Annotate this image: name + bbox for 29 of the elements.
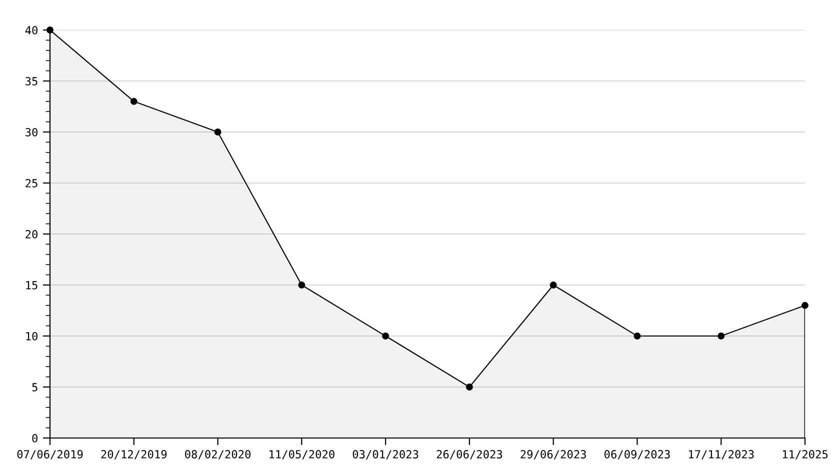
- x-tick-label: 17/11/2023: [689, 450, 754, 460]
- y-tick-label: 5: [32, 383, 38, 392]
- point: [298, 282, 306, 288]
- point: [46, 26, 54, 34]
- y-tick-label: 10: [26, 332, 38, 340]
- x-tick-label: 11/2025: [782, 450, 828, 460]
- point: [130, 98, 138, 105]
- point: [634, 332, 641, 340]
- x-tick-label: 11/05/2020: [270, 450, 334, 460]
- x-tick-label: 08/02/2020: [185, 450, 251, 460]
- x-tick-label: 07/06/2019: [17, 450, 83, 460]
- y-tick-label: 40: [25, 26, 38, 34]
- y-tick-label: 35: [26, 77, 38, 86]
- y-tick-label: 0: [32, 434, 38, 442]
- point: [214, 128, 222, 136]
- y-tick-label: 15: [26, 281, 38, 290]
- x-tick-label: 06/09/2023: [604, 450, 670, 460]
- y-tick-label: 25: [26, 179, 38, 188]
- point: [718, 332, 725, 340]
- x-tick-label: 29/06/2023: [520, 450, 586, 460]
- point: [382, 332, 390, 340]
- point: [802, 302, 808, 309]
- point: [550, 282, 557, 288]
- point: [466, 384, 473, 390]
- x-tick-label: 03/01/2023: [352, 450, 418, 460]
- y-tick-label: 20: [26, 230, 38, 238]
- x-tick-label: 26/06/2023: [436, 450, 502, 460]
- y-tick-label: 30: [26, 128, 38, 136]
- x-tick-label: 20/12/2019: [101, 450, 167, 460]
